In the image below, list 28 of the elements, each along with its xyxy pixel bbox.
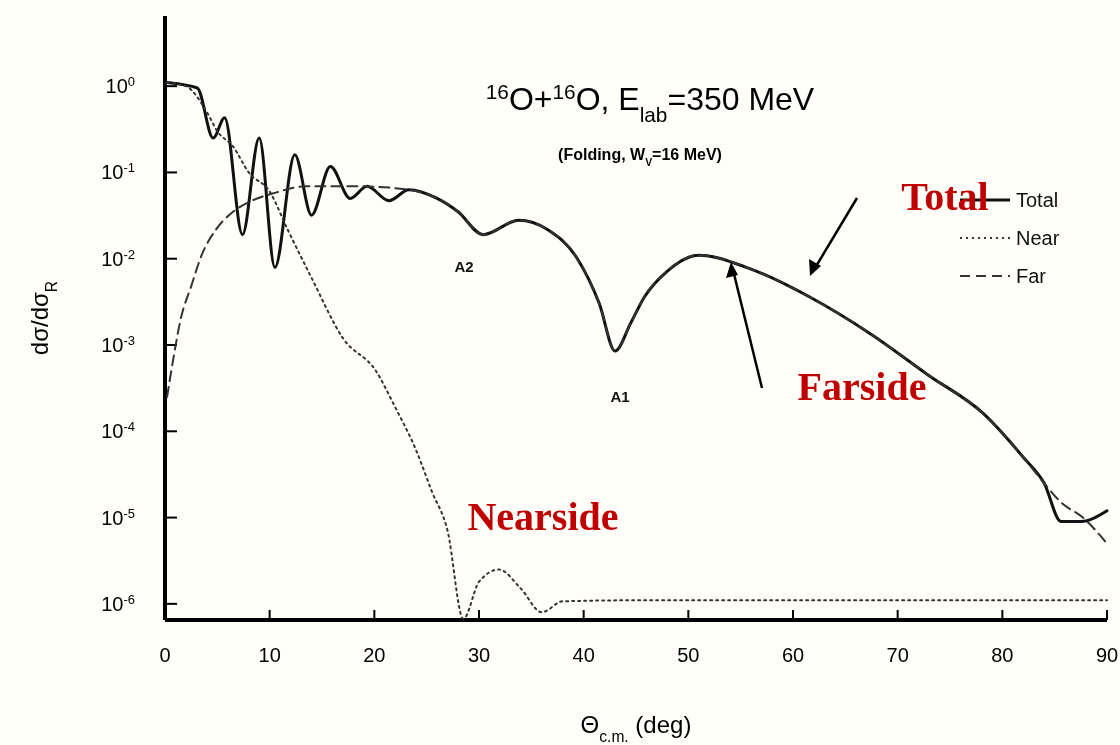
y-tick-label: 10$^{-6}$ (101, 591, 135, 615)
x-tick-label: 60 (781, 644, 805, 666)
x-tick-label: 10 (258, 644, 281, 666)
y-tick-label: 10$^{-3}$ (101, 332, 135, 356)
legend-label: Total (1016, 189, 1059, 211)
annotation: A2 (454, 258, 474, 275)
x-axis-title: Θ$_{c.m.}$ (deg) (580, 711, 692, 745)
x-tick-label: 70 (886, 644, 909, 666)
y-tick-label: 10$^{0}$ (105, 73, 135, 98)
x-tick-label: 80 (991, 644, 1014, 666)
x-tick-label: 50 (677, 644, 700, 666)
y-tick-label: 10$^{-4}$ (101, 418, 135, 443)
annotation: Total (901, 174, 989, 219)
x-tick-label: 0 (159, 644, 171, 666)
y-tick-label: 10$^{-5}$ (101, 505, 135, 529)
annotation: A1 (610, 388, 630, 405)
legend-label: Far (1016, 265, 1047, 287)
text: $^{16}$O+$^{16}$O, E$_{lab}$=350 MeV (485, 79, 815, 126)
legend-label: Near (1016, 227, 1060, 249)
x-tick-label: 40 (572, 644, 595, 666)
annotation: Farside (797, 364, 927, 409)
text: (Folding, W$_{V}$=16 MeV) (558, 146, 722, 168)
x-tick-label: 20 (363, 644, 386, 666)
y-tick-label: 10$^{-2}$ (101, 246, 135, 270)
annotation: Nearside (467, 494, 619, 539)
y-tick-label: 10$^{-1}$ (101, 159, 135, 184)
x-tick-label: 30 (467, 644, 491, 666)
x-tick-label: 90 (1095, 644, 1119, 666)
